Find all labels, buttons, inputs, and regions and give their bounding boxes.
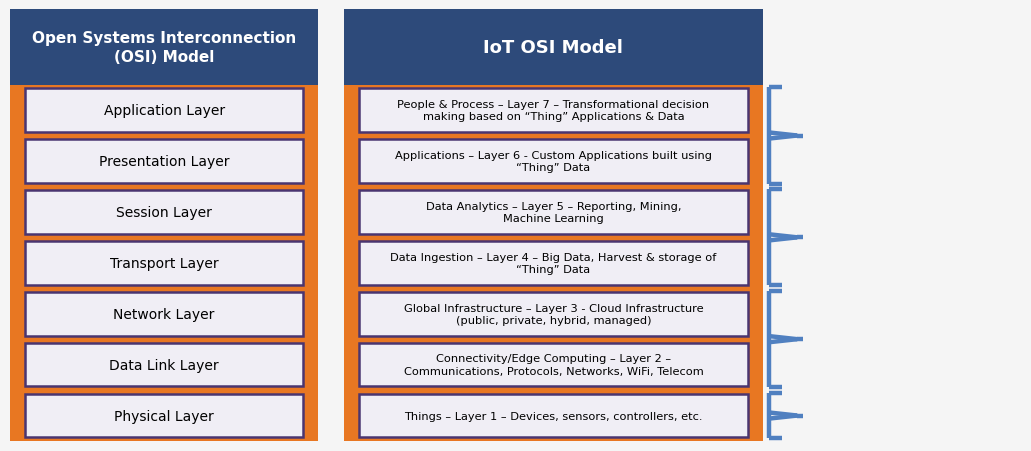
- FancyBboxPatch shape: [359, 191, 747, 234]
- FancyBboxPatch shape: [26, 241, 303, 285]
- FancyBboxPatch shape: [343, 10, 763, 441]
- Text: Connectivity/Edge Computing – Layer 2 –
Communications, Protocols, Networks, WiF: Connectivity/Edge Computing – Layer 2 – …: [403, 354, 703, 376]
- Text: Data Analytics – Layer 5 – Reporting, Mining,
Machine Learning: Data Analytics – Layer 5 – Reporting, Mi…: [426, 201, 681, 224]
- FancyBboxPatch shape: [359, 140, 747, 184]
- Text: Presentation Layer: Presentation Layer: [99, 155, 230, 169]
- FancyBboxPatch shape: [359, 241, 747, 285]
- Text: Data Link Layer: Data Link Layer: [109, 358, 219, 372]
- FancyBboxPatch shape: [26, 394, 303, 437]
- FancyBboxPatch shape: [359, 89, 747, 133]
- FancyBboxPatch shape: [359, 343, 747, 387]
- FancyBboxPatch shape: [26, 343, 303, 387]
- Text: Global Infrastructure – Layer 3 - Cloud Infrastructure
(public, private, hybrid,: Global Infrastructure – Layer 3 - Cloud …: [403, 303, 703, 325]
- Text: Data Ingestion – Layer 4 – Big Data, Harvest & storage of
“Thing” Data: Data Ingestion – Layer 4 – Big Data, Har…: [390, 252, 717, 274]
- Text: Applications – Layer 6 - Custom Applications built using
“Thing” Data: Applications – Layer 6 - Custom Applicat…: [395, 151, 712, 173]
- FancyBboxPatch shape: [26, 292, 303, 336]
- Text: Network Layer: Network Layer: [113, 307, 214, 321]
- FancyBboxPatch shape: [359, 292, 747, 336]
- FancyBboxPatch shape: [10, 10, 319, 85]
- FancyBboxPatch shape: [26, 140, 303, 184]
- Text: Transport Layer: Transport Layer: [110, 256, 219, 270]
- Text: Open Systems Interconnection
(OSI) Model: Open Systems Interconnection (OSI) Model: [32, 31, 296, 64]
- Text: Session Layer: Session Layer: [117, 205, 212, 219]
- FancyBboxPatch shape: [26, 89, 303, 133]
- Text: Application Layer: Application Layer: [103, 104, 225, 118]
- FancyBboxPatch shape: [10, 10, 319, 441]
- Text: Things – Layer 1 – Devices, sensors, controllers, etc.: Things – Layer 1 – Devices, sensors, con…: [404, 410, 703, 421]
- Text: People & Process – Layer 7 – Transformational decision
making based on “Thing” A: People & Process – Layer 7 – Transformat…: [397, 100, 709, 122]
- FancyBboxPatch shape: [26, 191, 303, 234]
- Text: Physical Layer: Physical Layer: [114, 409, 214, 423]
- FancyBboxPatch shape: [359, 394, 747, 437]
- Text: IoT OSI Model: IoT OSI Model: [484, 39, 624, 57]
- FancyBboxPatch shape: [343, 10, 763, 85]
